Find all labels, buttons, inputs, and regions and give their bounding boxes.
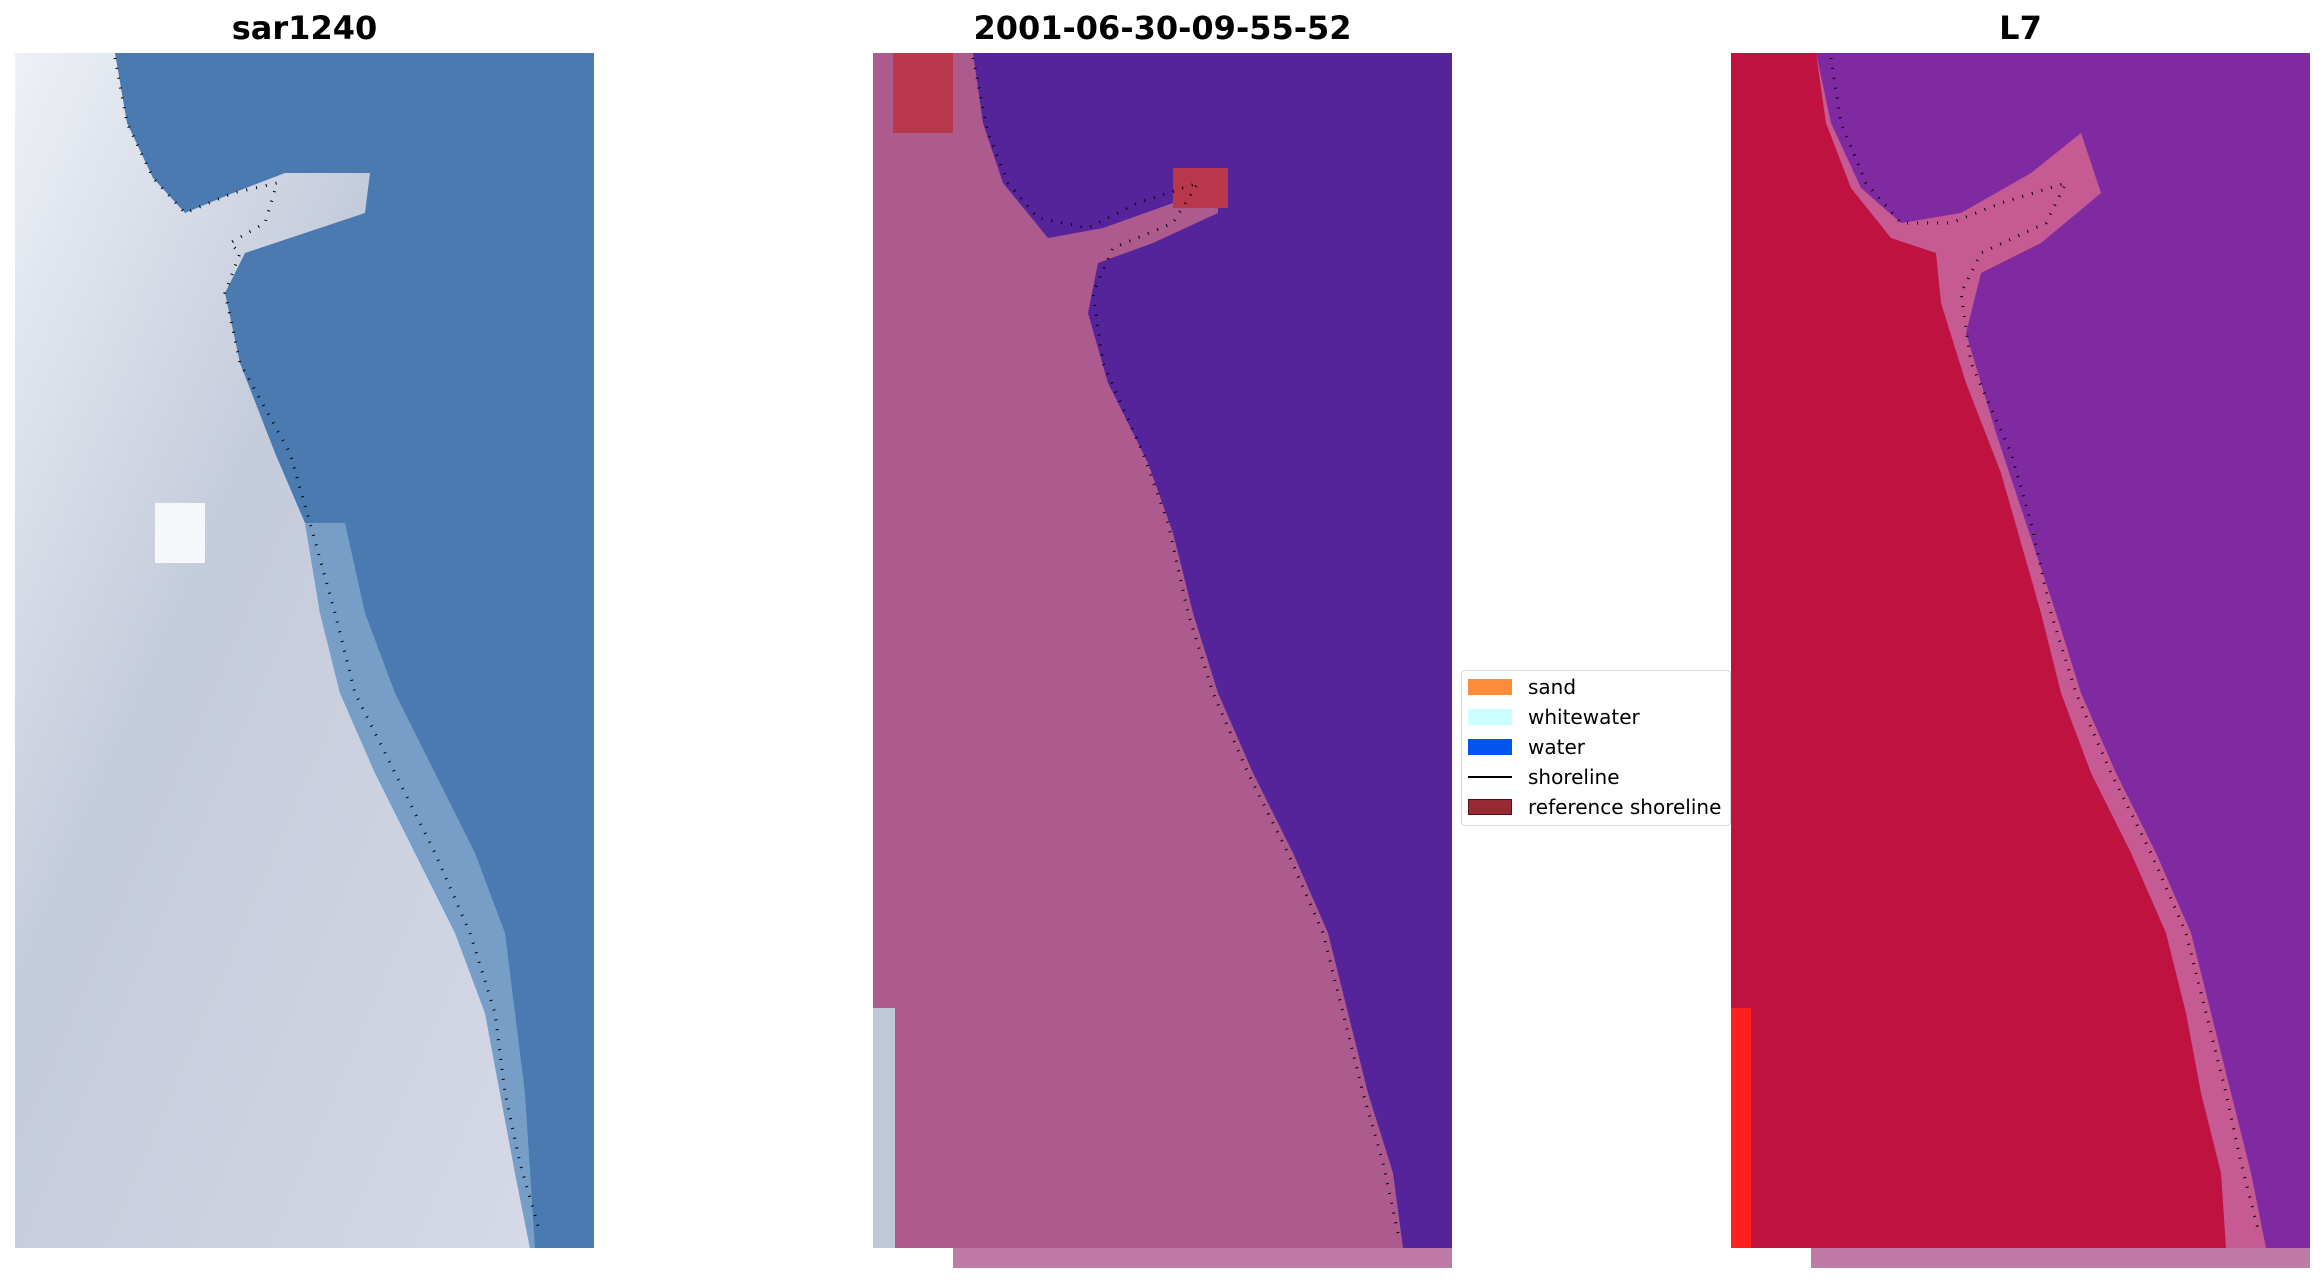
index-image — [1731, 53, 2310, 1248]
shoreline-dots — [1829, 57, 2261, 1234]
legend-item-whitewater: whitewater — [1462, 703, 1730, 731]
land-region — [15, 53, 530, 1248]
panel-title-left: sar1240 — [231, 9, 378, 47]
classified-image-panel — [873, 53, 1452, 1248]
reference-swatch — [1468, 799, 1512, 815]
land-region — [873, 53, 1403, 1248]
bright-red-strip — [1731, 1008, 1751, 1248]
shallow-band — [305, 523, 535, 1248]
rgb-image — [15, 53, 594, 1248]
legend-item-shoreline: shoreline — [1462, 763, 1730, 791]
panel-title-middle: 2001-06-30-09-55-52 — [973, 9, 1352, 47]
bottom-strip-right — [1811, 1248, 2310, 1268]
legend-item-reference-shoreline: reference shoreline — [1462, 793, 1730, 821]
bright-patch — [155, 503, 205, 563]
red-patch-2 — [1173, 168, 1228, 208]
legend-label-water: water — [1528, 735, 1585, 759]
legend-label-reference-shoreline: reference shoreline — [1528, 795, 1722, 819]
legend-label-shoreline: shoreline — [1528, 765, 1620, 789]
shoreline-dots — [113, 57, 542, 1234]
legend-label-sand: sand — [1528, 675, 1577, 699]
red-patch — [893, 53, 953, 133]
shoreline-line-swatch — [1468, 776, 1512, 778]
rgb-image-panel — [15, 53, 594, 1248]
whitewater-swatch — [1468, 709, 1512, 725]
index-image-panel — [1731, 53, 2310, 1248]
water-swatch — [1468, 739, 1512, 755]
pale-strip — [873, 1008, 895, 1248]
legend: sand whitewater water shoreline referenc… — [1461, 670, 1731, 826]
legend-label-whitewater: whitewater — [1528, 705, 1640, 729]
land-region — [1731, 53, 2226, 1248]
classified-image — [873, 53, 1452, 1248]
legend-item-water: water — [1462, 733, 1730, 761]
sand-swatch — [1468, 679, 1512, 695]
panel-title-right: L7 — [1999, 9, 2042, 47]
bottom-strip-middle — [953, 1248, 1452, 1268]
legend-item-sand: sand — [1462, 673, 1730, 701]
